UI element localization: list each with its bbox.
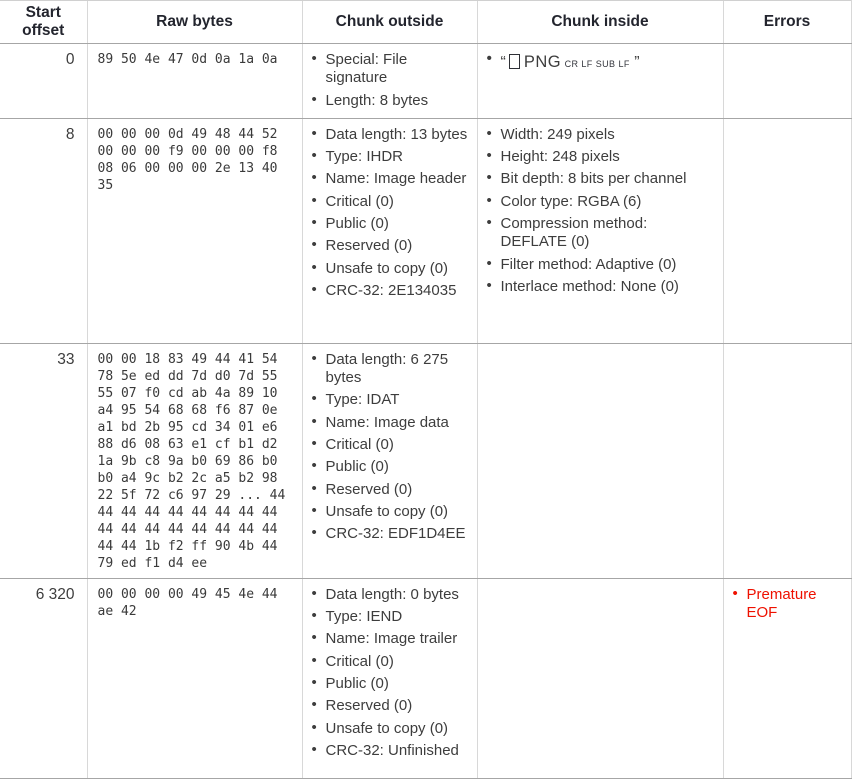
chunk-outside-property: Critical (0) — [312, 435, 471, 454]
chunk-outside-property: Critical (0) — [312, 652, 471, 671]
errors-cell — [722, 43, 852, 119]
raw-bytes-cell: 00 00 00 00 49 45 4e 44 ae 42 — [86, 578, 302, 779]
start-offset-cell: 33 — [0, 343, 87, 579]
header-errors: Errors — [722, 0, 852, 44]
chunk-inside-property: Bit depth: 8 bits per channel — [487, 169, 717, 188]
chunk-outside-property: CRC-32: EDF1D4EE — [312, 524, 471, 543]
chunk-outside-property: Type: IHDR — [312, 147, 471, 166]
chunk-row: 8 00 00 00 0d 49 48 44 52 00 00 00 f9 00 … — [0, 118, 852, 344]
chunk-outside-property: Name: Image trailer — [312, 629, 471, 648]
chunk-outside-property: CRC-32: Unfinished — [312, 741, 471, 760]
errors-list: Premature EOF — [724, 579, 851, 631]
chunk-outside-property: Length: 8 bytes — [312, 91, 471, 110]
chunk-outside-cell: Data length: 0 bytes Type: IEND Name: Imag… — [301, 578, 477, 779]
chunk-outside-property: Special: File signature — [312, 50, 471, 88]
chunk-outside-list: Special: File signature Length: 8 bytes — [303, 44, 477, 118]
start-offset-cell: 0 — [0, 43, 87, 119]
chunk-outside-property: Data length: 13 bytes — [312, 125, 471, 144]
header-chunk-outside: Chunk outside — [301, 0, 477, 44]
raw-bytes-cell: 89 50 4e 47 0d 0a 1a 0a — [86, 43, 302, 119]
chunk-outside-cell: Data length: 6 275 bytes Type: IDAT Name: … — [301, 343, 477, 579]
chunk-inside-list: Width: 249 pixels Height: 248 pixels Bit d… — [478, 119, 723, 304]
chunk-rows-body: 089 50 4e 47 0d 0a 1a 0aSpecial: File si… — [0, 43, 852, 779]
chunk-outside-property: Critical (0) — [312, 192, 471, 211]
chunk-outside-property: Data length: 6 275 bytes — [312, 350, 471, 388]
control-char-sub: SUB — [595, 59, 616, 69]
start-offset-cell: 6 320 — [0, 578, 87, 779]
chunk-outside-list: Data length: 0 bytes Type: IEND Name: Imag… — [303, 579, 477, 768]
chunk-outside-property: Reserved (0) — [312, 696, 471, 715]
chunk-inside-list — [478, 579, 723, 590]
chunk-outside-property: Name: Image header — [312, 169, 471, 188]
errors-cell: Premature EOF — [722, 578, 852, 779]
control-char-lf: LF — [581, 59, 593, 69]
chunk-inside-cell — [476, 343, 723, 579]
chunk-row: 33 00 00 18 83 49 44 41 54 78 5e ed dd 7d… — [0, 343, 852, 579]
chunk-row: 089 50 4e 47 0d 0a 1a 0aSpecial: File si… — [0, 43, 852, 119]
chunk-inside-property: Interlace method: None (0) — [487, 277, 717, 296]
chunk-outside-list: Data length: 13 bytes Type: IHDR Name: Ima… — [303, 119, 477, 308]
errors-cell — [722, 343, 852, 579]
raw-bytes-cell: 00 00 00 0d 49 48 44 52 00 00 00 f9 00 0… — [86, 118, 302, 344]
control-char-group: CR LF SUB LF — [563, 54, 631, 71]
error-item: Premature EOF — [733, 585, 845, 623]
chunk-outside-property: Name: Image data — [312, 413, 471, 432]
chunk-inside-property: Compression method: DEFLATE (0) — [487, 214, 717, 252]
start-offset-cell: 8 — [0, 118, 87, 344]
control-char-lf: LF — [618, 59, 630, 69]
close-quote: ” — [634, 54, 640, 71]
chunk-inside-cell — [476, 578, 723, 779]
errors-list — [724, 119, 851, 130]
chunk-inside-list — [478, 344, 723, 355]
raw-bytes-cell: 00 00 18 83 49 44 41 54 78 5e ed dd 7d d… — [86, 343, 302, 579]
chunk-outside-property: Data length: 0 bytes — [312, 585, 471, 604]
chunk-outside-property: Reserved (0) — [312, 236, 471, 255]
signature-ascii-text: PNG — [523, 53, 562, 71]
errors-cell — [722, 118, 852, 344]
chunk-inside-property: Filter method: Adaptive (0) — [487, 255, 717, 274]
chunk-inside-property: Color type: RGBA (6) — [487, 192, 717, 211]
control-char-cr: CR — [564, 59, 579, 69]
header-start-offset: Start offset — [0, 0, 87, 44]
unprintable-byte-box-icon — [508, 54, 520, 69]
chunk-outside-cell: Data length: 13 bytes Type: IHDR Name: Ima… — [301, 118, 477, 344]
chunk-inside-property: Height: 248 pixels — [487, 147, 717, 166]
open-quote: “ — [500, 54, 506, 71]
chunk-outside-property: Type: IEND — [312, 607, 471, 626]
errors-list — [724, 344, 851, 355]
errors-list — [724, 44, 851, 55]
chunk-outside-property: Public (0) — [312, 214, 471, 233]
header-raw-bytes: Raw bytes — [86, 0, 302, 44]
chunk-outside-cell: Special: File signature Length: 8 bytes — [301, 43, 477, 119]
table-header-row: Start offset Raw bytes Chunk outside Chu… — [0, 0, 852, 44]
chunk-outside-property: Unsafe to copy (0) — [312, 259, 471, 278]
chunk-inside-property: Width: 249 pixels — [487, 125, 717, 144]
chunk-outside-property: Type: IDAT — [312, 390, 471, 409]
chunk-inside-cell: Width: 249 pixels Height: 248 pixels Bit d… — [476, 118, 723, 344]
header-chunk-inside: Chunk inside — [476, 0, 723, 44]
chunk-outside-list: Data length: 6 275 bytes Type: IDAT Name: … — [303, 344, 477, 552]
chunk-outside-property: Unsafe to copy (0) — [312, 719, 471, 738]
chunk-outside-property: Unsafe to copy (0) — [312, 502, 471, 521]
chunk-outside-property: CRC-32: 2E134035 — [312, 281, 471, 300]
chunk-outside-property: Public (0) — [312, 457, 471, 476]
chunk-outside-property: Public (0) — [312, 674, 471, 693]
chunk-outside-property: Reserved (0) — [312, 480, 471, 499]
